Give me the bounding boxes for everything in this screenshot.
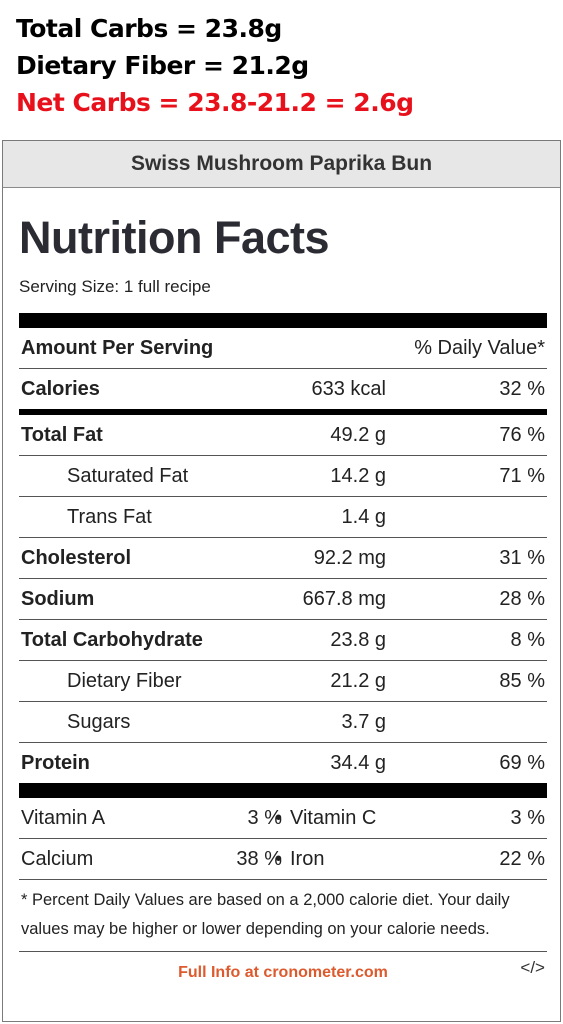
nutrient-label: Saturated Fat <box>67 465 189 487</box>
nutrient-daily-value: 71 % <box>499 465 545 487</box>
divider-medium <box>19 409 547 415</box>
nutrient-amount: 633 kcal <box>311 378 387 400</box>
bullet-separator: • <box>275 848 283 870</box>
nutrient-row-cholesterol: Cholesterol 92.2 mg 31 % <box>19 538 547 579</box>
nutrient-daily-value: 32 % <box>499 378 545 400</box>
label-footer: Full Info at cronometer.com </> <box>19 952 547 996</box>
vitamin-row-a-c: Vitamin A 3 % • Vitamin C 3 % <box>19 798 547 839</box>
nutrient-row-total-carbohydrate: Total Carbohydrate 23.8 g 8 % <box>19 620 547 661</box>
nutrient-label: Total Fat <box>21 424 103 446</box>
total-carbs-note: Total Carbs = 23.8g <box>16 14 282 43</box>
nutrient-row-protein: Protein 34.4 g 69 % <box>19 743 547 783</box>
nutrition-label-panel: Swiss Mushroom Paprika Bun Nutrition Fac… <box>2 140 561 1022</box>
nutrient-amount: 21.2 g <box>330 670 386 692</box>
nutrient-row-sugars: Sugars 3.7 g <box>19 702 547 743</box>
nutrient-amount: 667.8 mg <box>302 588 386 610</box>
nutrient-amount: 3.7 g <box>341 711 386 733</box>
nutrient-label: Protein <box>21 752 90 774</box>
iron-dv: 22 % <box>499 848 545 870</box>
nutrient-row-sodium: Sodium 667.8 mg 28 % <box>19 579 547 620</box>
vitamin-a-label: Vitamin A <box>21 807 106 829</box>
vitamin-a-dv: 3 % <box>247 807 282 829</box>
nutrient-daily-value: 31 % <box>499 547 545 569</box>
vitamin-c-dv: 3 % <box>510 807 545 829</box>
nutrient-row-dietary-fiber: Dietary Fiber 21.2 g 85 % <box>19 661 547 702</box>
nutrition-facts-title: Nutrition Facts <box>19 212 330 263</box>
nutrient-row-saturated-fat: Saturated Fat 14.2 g 71 % <box>19 456 547 497</box>
amount-per-serving-label: Amount Per Serving <box>21 337 214 359</box>
nutrient-label: Calories <box>21 378 100 400</box>
nutrient-amount: 14.2 g <box>330 465 386 487</box>
daily-value-header: % Daily Value* <box>414 337 545 359</box>
nutrition-facts: Nutrition Facts Serving Size: 1 full rec… <box>19 211 547 996</box>
carb-notes: Total Carbs = 23.8g Dietary Fiber = 21.2… <box>16 10 414 121</box>
divider-thick <box>19 783 547 798</box>
nutrient-amount: 92.2 mg <box>313 547 386 569</box>
nutrient-row-total-fat: Total Fat 49.2 g 76 % <box>19 415 547 456</box>
nutrient-row-calories: Calories 633 kcal 32 % <box>19 369 547 409</box>
vitamin-c-label: Vitamin C <box>290 807 377 829</box>
nutrient-amount: 23.8 g <box>330 629 386 651</box>
nutrient-label: Sodium <box>21 588 95 610</box>
calcium-label: Calcium <box>21 848 94 870</box>
nutrient-label: Dietary Fiber <box>67 670 182 692</box>
nutrient-amount: 1.4 g <box>341 506 386 528</box>
nutrient-daily-value: 76 % <box>499 424 545 446</box>
net-carbs-note: Net Carbs = 23.8-21.2 = 2.6g <box>16 88 414 117</box>
nutrient-daily-value: 8 % <box>510 629 545 651</box>
iron-label: Iron <box>290 848 325 870</box>
nutrient-label: Cholesterol <box>21 547 132 569</box>
amount-per-serving-row: Amount Per Serving % Daily Value* <box>19 328 547 369</box>
embed-code-icon[interactable]: </> <box>520 958 545 977</box>
nutrient-label: Trans Fat <box>67 506 152 528</box>
nutrient-label: Sugars <box>67 711 131 733</box>
nutrient-daily-value: 28 % <box>499 588 545 610</box>
nutrient-daily-value: 69 % <box>499 752 545 774</box>
vitamin-row-calcium-iron: Calcium 38 % • Iron 22 % <box>19 839 547 880</box>
serving-size: Serving Size: 1 full recipe <box>19 277 211 296</box>
dietary-fiber-note: Dietary Fiber = 21.2g <box>16 51 309 80</box>
recipe-name: Swiss Mushroom Paprika Bun <box>3 141 560 188</box>
bullet-separator: • <box>275 807 283 829</box>
nutrient-amount: 49.2 g <box>330 424 386 446</box>
nutrient-label: Total Carbohydrate <box>21 629 203 651</box>
nutrient-row-trans-fat: Trans Fat 1.4 g <box>19 497 547 538</box>
calcium-dv: 38 % <box>236 848 282 870</box>
daily-value-footnote: * Percent Daily Values are based on a 2,… <box>19 880 547 952</box>
cronometer-link[interactable]: Full Info at cronometer.com <box>178 964 388 981</box>
nutrient-amount: 34.4 g <box>330 752 386 774</box>
divider-thick <box>19 313 547 328</box>
nutrient-daily-value: 85 % <box>499 670 545 692</box>
